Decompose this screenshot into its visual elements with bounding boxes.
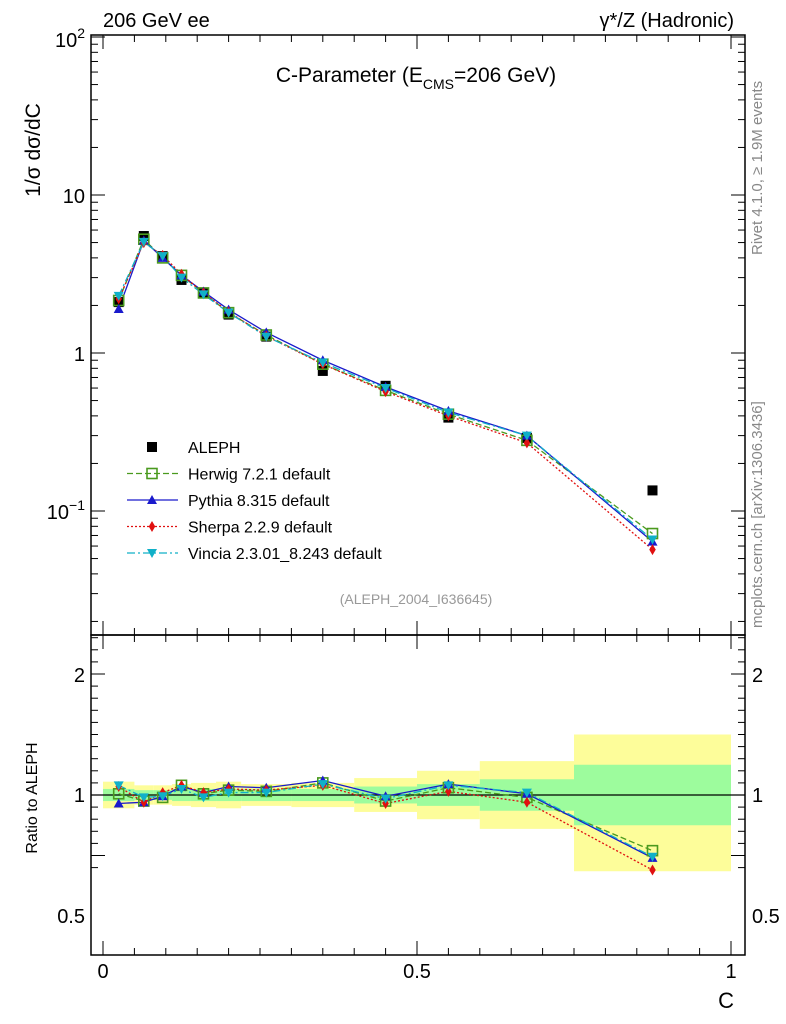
legend-label-sherpa: Sherpa 2.2.9 default [188,520,333,537]
chart-title-main: C-Parameter (E [276,64,423,87]
rivet-label: Rivet 4.1.0, ≥ 1.9M events [749,81,766,255]
legend-marker-herwig [146,467,158,480]
series-line-vincia [118,240,653,541]
chart-title-end: =206 GeV) [454,64,556,87]
y-tick-label-right-2: 2 [752,665,763,687]
data-point-aleph-7 [317,365,328,376]
chart-title: C-Parameter (ECMS=206 GeV) [276,64,556,92]
ratio-point-vincia-5 [223,788,234,798]
ratio-error-bands [103,734,731,872]
legend-label-herwig: Herwig 7.2.1 default [188,467,331,484]
data-point-vincia-11 [647,535,658,545]
y-tick-label-10: 10 [63,186,85,208]
x-tick-label-1: 1 [725,961,736,983]
ratio-point-vincia-1 [138,793,149,803]
x-tick-label-0: 0 [97,961,108,983]
data-point-vincia-9 [443,408,454,418]
data-point-vincia-1 [138,237,149,247]
legend-label-vincia: Vincia 2.3.01_8.243 default [188,546,382,563]
y-tick-label-right-1: 1 [752,785,763,807]
data-point-vincia-3 [176,273,187,283]
data-point-vincia-10 [521,431,532,441]
x-tick-label-0.5: 0.5 [403,961,431,983]
data-point-vincia-6 [261,332,272,342]
legend-label-aleph: ALEPH [188,440,240,457]
ratio-point-vincia-11 [647,852,658,862]
data-point-vincia-5 [223,308,234,318]
y-tick-labels-bottom: 2 1 0.5 2 1 0.5 [57,665,780,928]
ratio-point-vincia-4 [198,793,209,803]
chart-title-sub: CMS [423,76,454,92]
legend-marker-pythia [147,495,157,504]
data-point-sherpa-11 [649,544,656,556]
y-tick-label-left-0.5: 0.5 [57,906,85,928]
data-point-vincia-7 [317,358,328,368]
y-tick-labels-top: 102 10 1 10−1 [47,25,85,524]
ratio-point-vincia-0 [113,781,124,791]
data-point-vincia-4 [198,290,209,300]
ratio-point-vincia-10 [521,788,532,798]
y-axis-title-top: 1/σ dσ/dC [22,103,45,197]
legend-marker-sherpa [148,521,156,532]
y-axis-title-bottom: Ratio to ALEPH [24,742,41,853]
legend-label-pythia: Pythia 8.315 default [188,493,330,510]
y-tick-label-left-1: 1 [74,785,85,807]
data-point-sherpa-10 [523,437,531,449]
legend: ALEPH Herwig 7.2.1 default Pythia 8.315 de… [127,440,382,563]
ratio-point-vincia-7 [317,780,328,790]
ratio-point-sherpa-11 [649,864,656,876]
ratio-point-vincia-9 [443,781,454,791]
ratio-point-vincia-3 [176,784,187,794]
analysis-watermark: (ALEPH_2004_I636645) [340,591,493,607]
header-right: γ*/Z (Hadronic) [600,10,734,32]
main-plot-frame [90,34,746,636]
data-point-vincia-0 [113,291,124,301]
ratio-point-pythia-0 [113,798,124,808]
legend-marker-vincia [147,549,157,558]
data-point-aleph-11 [647,485,658,496]
ratio-line-sherpa [118,784,653,871]
ratio-point-sherpa-9 [445,785,452,797]
ratio-point-sherpa-10 [523,796,531,808]
ratio-point-vincia-8 [380,794,391,804]
mcplots-label: mcplots.cern.ch [arXiv:1306.3436] [749,401,766,628]
y-tick-label-0.1: 10−1 [47,497,85,524]
ticks [91,35,745,955]
ratio-line-herwig [118,782,653,852]
legend-marker-aleph [147,442,157,452]
data-point-vincia-8 [380,384,391,394]
y-tick-label-right-0.5: 0.5 [752,906,780,928]
ratio-line-vincia [118,783,653,858]
series-ratio-plot [112,775,659,876]
y-tick-label-100: 102 [55,25,85,52]
x-tick-labels: 0 0.5 1 [97,961,736,983]
data-point-pythia-0 [113,303,124,313]
x-axis-title: C [718,988,734,1013]
header-left: 206 GeV ee [103,10,210,32]
y-tick-label-left-2: 2 [74,665,85,687]
ratio-point-vincia-2 [157,792,168,802]
data-point-vincia-2 [157,252,168,262]
series-main-plot [112,231,659,556]
y-tick-label-1: 1 [74,344,85,366]
ratio-point-vincia-6 [261,788,272,798]
